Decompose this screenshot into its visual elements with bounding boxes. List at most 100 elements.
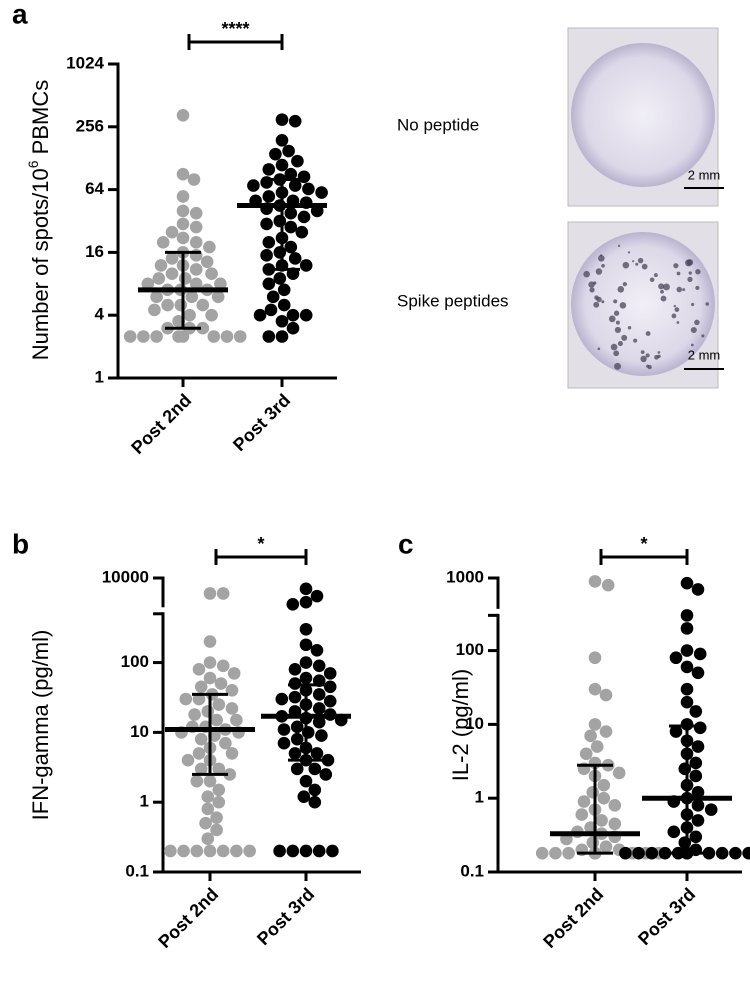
dot — [273, 246, 287, 259]
spot — [657, 354, 661, 359]
dot — [680, 682, 694, 696]
dot — [203, 671, 217, 685]
dot — [179, 692, 193, 706]
dot — [689, 830, 703, 844]
y-tick-label: 1024 — [66, 53, 104, 72]
spot — [660, 295, 667, 302]
significance-label: **** — [221, 19, 249, 39]
dot — [230, 844, 243, 858]
dot — [691, 666, 705, 680]
dot — [588, 682, 602, 696]
dot — [312, 715, 326, 729]
dot — [189, 277, 203, 291]
dot — [588, 575, 602, 588]
dot — [680, 576, 694, 590]
dot — [273, 844, 286, 858]
spot — [676, 286, 683, 293]
spot — [691, 302, 695, 307]
y-axis-label: Number of spots/106 PBMCs — [25, 80, 53, 360]
spot — [617, 340, 623, 347]
dot — [689, 705, 703, 718]
spot — [653, 273, 658, 278]
dot — [562, 846, 575, 860]
dot — [183, 308, 196, 322]
y-tick-label: 256 — [76, 116, 104, 135]
dot — [123, 330, 137, 343]
dot — [669, 651, 683, 665]
significance-bracket — [214, 549, 308, 565]
dot — [595, 814, 608, 827]
dot — [282, 144, 295, 158]
dot — [284, 220, 298, 234]
dot — [260, 217, 273, 231]
spot — [621, 334, 628, 341]
spot — [640, 355, 647, 363]
dot — [201, 790, 215, 803]
spot — [690, 343, 694, 347]
dot — [590, 740, 604, 753]
spot — [637, 257, 644, 264]
dot — [275, 158, 289, 172]
dot — [262, 190, 276, 203]
dot — [189, 235, 203, 249]
dot — [326, 844, 339, 858]
dot — [210, 823, 223, 837]
dot — [190, 844, 204, 858]
dot — [211, 290, 225, 304]
spot — [598, 254, 605, 262]
dot — [220, 330, 234, 343]
dot — [597, 778, 611, 792]
dot — [632, 846, 645, 860]
dot — [312, 844, 326, 858]
x-tick-label: Post 3rd — [253, 884, 318, 949]
dot — [150, 290, 163, 304]
spot — [615, 320, 620, 325]
dot — [288, 690, 302, 704]
dot — [273, 214, 287, 228]
spot — [646, 364, 650, 368]
dot — [310, 747, 324, 760]
scale-label: 2 mm — [688, 167, 721, 182]
dot — [164, 844, 177, 858]
dot — [693, 721, 707, 735]
spot — [583, 270, 590, 278]
dot — [177, 844, 190, 858]
spot — [632, 260, 635, 263]
dot — [299, 671, 313, 685]
spot — [673, 304, 677, 308]
spot — [695, 269, 701, 275]
spot — [645, 331, 651, 337]
y-tick-label: 100 — [121, 652, 149, 671]
y-tick-label: 16 — [85, 242, 104, 261]
dot — [262, 277, 276, 291]
dot — [599, 725, 613, 738]
dot — [286, 598, 300, 611]
dot — [691, 799, 705, 812]
dot — [212, 783, 226, 797]
dot — [233, 330, 247, 343]
dot — [295, 225, 309, 239]
y-tick-label: 10 — [465, 714, 484, 733]
panel-label: c — [398, 528, 414, 559]
dot — [308, 762, 322, 776]
dot — [264, 303, 278, 317]
dot — [219, 736, 232, 750]
dot — [210, 811, 223, 824]
y-axis-label-part: 6 — [25, 160, 41, 168]
dot — [214, 277, 227, 291]
dot — [302, 182, 315, 196]
dot — [152, 272, 166, 285]
x-tick-label: Post 2nd — [154, 884, 222, 952]
dot — [174, 298, 188, 312]
dot — [165, 267, 179, 280]
dot — [299, 582, 313, 596]
dot — [203, 656, 217, 669]
dot — [680, 718, 694, 731]
dot — [176, 231, 190, 245]
dot — [189, 206, 203, 220]
dot — [680, 609, 694, 622]
dot — [645, 846, 659, 860]
dot — [275, 113, 289, 126]
dot — [286, 321, 300, 335]
dot — [619, 846, 632, 860]
